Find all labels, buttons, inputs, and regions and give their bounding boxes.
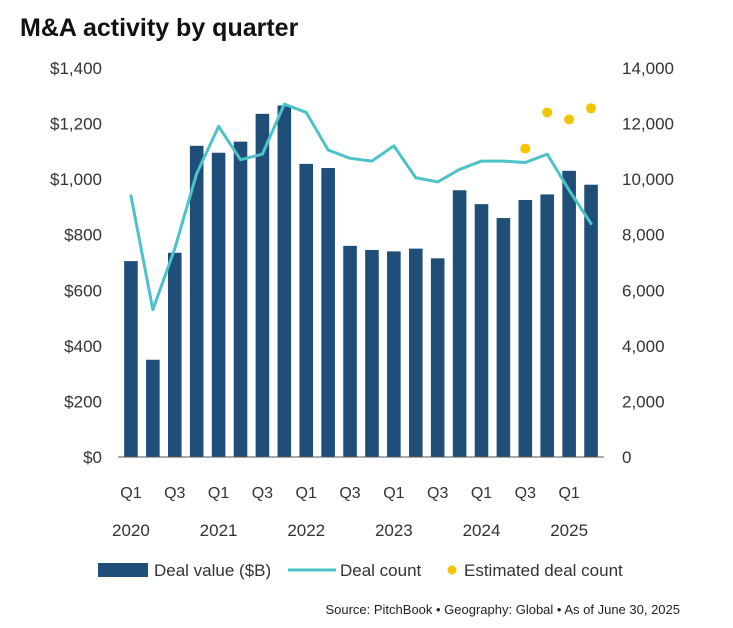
right-axis-tick-label: 14,000: [622, 59, 674, 78]
deal-value-bars: [124, 105, 598, 458]
x-axis-year-label: 2024: [463, 521, 501, 540]
bar-deal-value: [233, 141, 248, 457]
x-axis-year-label: 2022: [287, 521, 325, 540]
bar-deal-value: [189, 145, 204, 458]
x-axis-quarter-label: Q1: [558, 485, 579, 502]
left-axis-tick-label: $0: [83, 448, 102, 467]
x-axis-quarter-label: Q3: [339, 485, 360, 502]
estimated-deal-count-points: [520, 103, 597, 154]
bar-deal-value: [146, 359, 160, 457]
left-axis-tick-label: $600: [64, 281, 102, 300]
x-axis-quarter-label: Q1: [208, 485, 229, 502]
x-axis-year-label: 2021: [200, 521, 238, 540]
x-axis-quarter-label: Q3: [164, 485, 185, 502]
right-axis-tick-label: 2,000: [622, 392, 665, 411]
bar-deal-value: [277, 105, 292, 457]
x-axis-quarter-label: Q3: [427, 485, 448, 502]
bar-deal-value: [430, 258, 445, 457]
legend-label-estimated-deal-count: Estimated deal count: [464, 561, 623, 580]
left-axis-tick-label: $200: [64, 392, 102, 411]
legend: Deal value ($B) Deal count Estimated dea…: [98, 561, 623, 580]
left-axis-tick-label: $1,000: [50, 170, 102, 189]
legend-swatch-deal-value: [98, 563, 148, 577]
estimated-deal-count-point: [520, 143, 531, 154]
bar-deal-value: [474, 204, 489, 457]
deal-count-line: [129, 102, 593, 312]
right-axis-tick-label: 6,000: [622, 281, 665, 300]
x-axis-quarter-label: Q3: [515, 485, 536, 502]
left-axis-tick-label: $400: [64, 337, 102, 356]
right-axis-ticks: 0 2,000 4,000 6,000 8,000 10,000 12,000 14,000: [622, 59, 674, 467]
x-axis-year-label: 2025: [550, 521, 588, 540]
x-axis-year-labels: 2020 2021 2022 2023 2024 2025: [112, 521, 588, 540]
legend-swatch-estimated-deal-count: [447, 565, 457, 575]
bar-deal-value: [408, 248, 423, 457]
estimated-deal-count-point: [564, 114, 575, 125]
bar-deal-value: [167, 252, 182, 457]
bar-deal-value: [584, 184, 598, 457]
left-axis-tick-label: $1,400: [50, 59, 102, 78]
right-axis-tick-label: 10,000: [622, 170, 674, 189]
bar-deal-value: [540, 194, 555, 458]
legend-label-deal-value: Deal value ($B): [154, 561, 271, 580]
estimated-deal-count-point: [542, 107, 553, 118]
x-axis-year-label: 2020: [112, 521, 150, 540]
left-axis-tick-label: $1,200: [50, 115, 102, 134]
right-axis-tick-label: 0: [622, 448, 631, 467]
bar-deal-value: [343, 245, 357, 457]
left-axis-tick-label: $800: [64, 226, 102, 245]
bar-deal-value: [387, 251, 401, 457]
bar-deal-value: [562, 170, 576, 458]
bar-deal-value: [518, 199, 533, 457]
x-axis-year-label: 2023: [375, 521, 413, 540]
bar-deal-value: [124, 261, 138, 457]
source-note: Source: PitchBook • Geography: Global • …: [325, 602, 680, 617]
estimated-deal-count-point: [586, 103, 597, 114]
bar-deal-value: [321, 168, 335, 457]
x-axis-quarter-label: Q1: [120, 485, 141, 502]
bar-deal-value: [365, 249, 379, 457]
left-axis-ticks: $0 $200 $400 $600 $800 $1,000 $1,200 $1,400: [50, 59, 102, 467]
x-axis-quarter-label: Q1: [471, 485, 492, 502]
x-axis-quarter-label: Q1: [296, 485, 317, 502]
legend-label-deal-count: Deal count: [340, 561, 422, 580]
x-axis-quarter-labels: Q1 Q3 Q1 Q3 Q1 Q3 Q1 Q3 Q1 Q3 Q1: [120, 485, 580, 502]
right-axis-tick-label: 12,000: [622, 115, 674, 134]
chart-title: M&A activity by quarter: [20, 14, 299, 42]
right-axis-tick-label: 4,000: [622, 337, 665, 356]
bar-deal-value: [496, 218, 511, 457]
x-axis-quarter-label: Q1: [383, 485, 404, 502]
bar-deal-value: [299, 163, 314, 457]
bar-deal-value: [452, 190, 467, 457]
bar-deal-value: [211, 152, 226, 457]
x-axis-quarter-label: Q3: [252, 485, 273, 502]
right-axis-tick-label: 8,000: [622, 226, 665, 245]
bar-deal-value: [255, 113, 270, 457]
